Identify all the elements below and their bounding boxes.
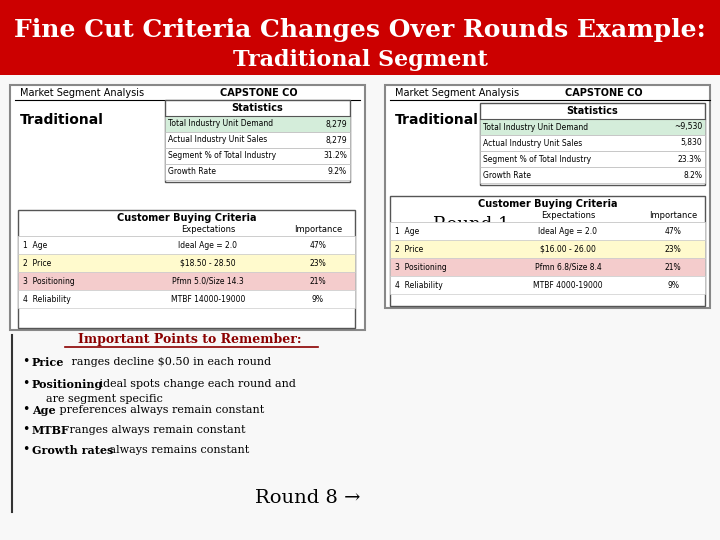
Text: •: • xyxy=(22,403,30,416)
FancyBboxPatch shape xyxy=(165,132,350,148)
Text: Growth Rate: Growth Rate xyxy=(168,167,216,177)
Text: MTBF: MTBF xyxy=(32,424,70,435)
Text: MTBF 4000-19000: MTBF 4000-19000 xyxy=(534,280,603,289)
Text: 8,279: 8,279 xyxy=(325,119,347,129)
Text: 21%: 21% xyxy=(665,262,681,272)
FancyBboxPatch shape xyxy=(480,135,705,151)
Text: Price: Price xyxy=(32,356,64,368)
FancyBboxPatch shape xyxy=(0,0,720,75)
FancyBboxPatch shape xyxy=(480,151,705,167)
Text: Actual Industry Unit Sales: Actual Industry Unit Sales xyxy=(168,136,267,145)
Text: 3  Positioning: 3 Positioning xyxy=(23,276,75,286)
Text: Importance: Importance xyxy=(649,211,697,219)
Text: always remains constant: always remains constant xyxy=(106,445,249,455)
Text: 23%: 23% xyxy=(665,245,681,253)
Text: Customer Buying Criteria: Customer Buying Criteria xyxy=(478,199,617,209)
Text: MTBF 14000-19000: MTBF 14000-19000 xyxy=(171,294,246,303)
Text: Traditional: Traditional xyxy=(395,113,479,127)
Text: ~9,530: ~9,530 xyxy=(674,123,702,132)
Text: Market Segment Analysis: Market Segment Analysis xyxy=(395,88,519,98)
FancyBboxPatch shape xyxy=(165,100,350,182)
Text: 2  Price: 2 Price xyxy=(23,259,51,267)
Text: ranges decline $0.50 in each round: ranges decline $0.50 in each round xyxy=(68,357,271,367)
Text: 4  Reliability: 4 Reliability xyxy=(395,280,443,289)
Text: •: • xyxy=(22,423,30,436)
FancyBboxPatch shape xyxy=(18,236,355,254)
Text: 47%: 47% xyxy=(310,240,326,249)
FancyBboxPatch shape xyxy=(390,258,705,276)
FancyBboxPatch shape xyxy=(390,222,705,240)
Text: Traditional Segment: Traditional Segment xyxy=(233,49,487,71)
Text: Total Industry Unit Demand: Total Industry Unit Demand xyxy=(483,123,588,132)
Text: $18.50 - 28.50: $18.50 - 28.50 xyxy=(180,259,236,267)
Text: •: • xyxy=(22,355,30,368)
Text: Statistics: Statistics xyxy=(232,103,284,113)
FancyBboxPatch shape xyxy=(18,254,355,272)
Text: Ideal Age = 2.0: Ideal Age = 2.0 xyxy=(179,240,238,249)
Text: •: • xyxy=(22,377,30,390)
Text: 8.2%: 8.2% xyxy=(683,171,702,179)
Text: 47%: 47% xyxy=(665,226,681,235)
FancyBboxPatch shape xyxy=(18,290,355,308)
Text: Growth rates: Growth rates xyxy=(32,444,113,456)
FancyBboxPatch shape xyxy=(0,75,720,540)
Text: 1  Age: 1 Age xyxy=(395,226,419,235)
Text: are segment specific: are segment specific xyxy=(32,394,163,404)
Text: Importance: Importance xyxy=(294,225,342,233)
Text: Customer Buying Criteria: Customer Buying Criteria xyxy=(117,213,256,223)
Text: Pfmn 5.0/Size 14.3: Pfmn 5.0/Size 14.3 xyxy=(172,276,244,286)
Text: Age: Age xyxy=(32,404,55,415)
Text: Growth Rate: Growth Rate xyxy=(483,171,531,179)
Text: 23.3%: 23.3% xyxy=(678,154,702,164)
Text: Pfmn 6.8/Size 8.4: Pfmn 6.8/Size 8.4 xyxy=(535,262,601,272)
Text: 9.2%: 9.2% xyxy=(328,167,347,177)
FancyBboxPatch shape xyxy=(165,148,350,164)
Text: Actual Industry Unit Sales: Actual Industry Unit Sales xyxy=(483,138,582,147)
Text: 2  Price: 2 Price xyxy=(395,245,423,253)
Text: Total Industry Unit Demand: Total Industry Unit Demand xyxy=(168,119,273,129)
Text: ranges always remain constant: ranges always remain constant xyxy=(66,425,246,435)
Text: 21%: 21% xyxy=(310,276,326,286)
Text: Segment % of Total Industry: Segment % of Total Industry xyxy=(483,154,591,164)
Text: Expectations: Expectations xyxy=(181,225,235,233)
Text: Round 8 →: Round 8 → xyxy=(255,489,361,507)
Text: 23%: 23% xyxy=(310,259,326,267)
Text: 31.2%: 31.2% xyxy=(323,152,347,160)
Text: CAPSTONE CO: CAPSTONE CO xyxy=(565,88,643,98)
FancyBboxPatch shape xyxy=(165,116,350,132)
Text: preferences always remain constant: preferences always remain constant xyxy=(56,405,264,415)
Text: 1  Age: 1 Age xyxy=(23,240,48,249)
Text: Traditional: Traditional xyxy=(20,113,104,127)
Text: 9%: 9% xyxy=(312,294,324,303)
Text: 4  Reliability: 4 Reliability xyxy=(23,294,71,303)
Text: Important Points to Remember:: Important Points to Remember: xyxy=(78,334,302,347)
FancyBboxPatch shape xyxy=(385,85,710,308)
FancyBboxPatch shape xyxy=(480,167,705,183)
FancyBboxPatch shape xyxy=(165,164,350,180)
Text: ideal spots change each round and: ideal spots change each round and xyxy=(96,379,296,389)
Text: 3  Positioning: 3 Positioning xyxy=(395,262,446,272)
Text: Segment % of Total Industry: Segment % of Total Industry xyxy=(168,152,276,160)
FancyBboxPatch shape xyxy=(480,119,705,135)
FancyBboxPatch shape xyxy=(480,103,705,185)
Text: $16.00 - 26.00: $16.00 - 26.00 xyxy=(540,245,596,253)
Text: Fine Cut Criteria Changes Over Rounds Example:: Fine Cut Criteria Changes Over Rounds Ex… xyxy=(14,18,706,42)
FancyBboxPatch shape xyxy=(18,210,355,328)
FancyBboxPatch shape xyxy=(390,196,705,306)
Text: 8,279: 8,279 xyxy=(325,136,347,145)
FancyBboxPatch shape xyxy=(10,85,365,330)
Text: 9%: 9% xyxy=(667,280,679,289)
Text: Positioning: Positioning xyxy=(32,379,104,389)
Text: Market Segment Analysis: Market Segment Analysis xyxy=(20,88,144,98)
FancyBboxPatch shape xyxy=(18,272,355,290)
Text: Statistics: Statistics xyxy=(567,106,618,116)
FancyBboxPatch shape xyxy=(390,276,705,294)
Text: 5,830: 5,830 xyxy=(680,138,702,147)
Text: •: • xyxy=(22,443,30,456)
Text: Expectations: Expectations xyxy=(541,211,595,219)
Text: CAPSTONE CO: CAPSTONE CO xyxy=(220,88,297,98)
Text: Round 1: Round 1 xyxy=(433,216,510,234)
FancyBboxPatch shape xyxy=(390,240,705,258)
Text: Ideal Age = 2.0: Ideal Age = 2.0 xyxy=(539,226,598,235)
